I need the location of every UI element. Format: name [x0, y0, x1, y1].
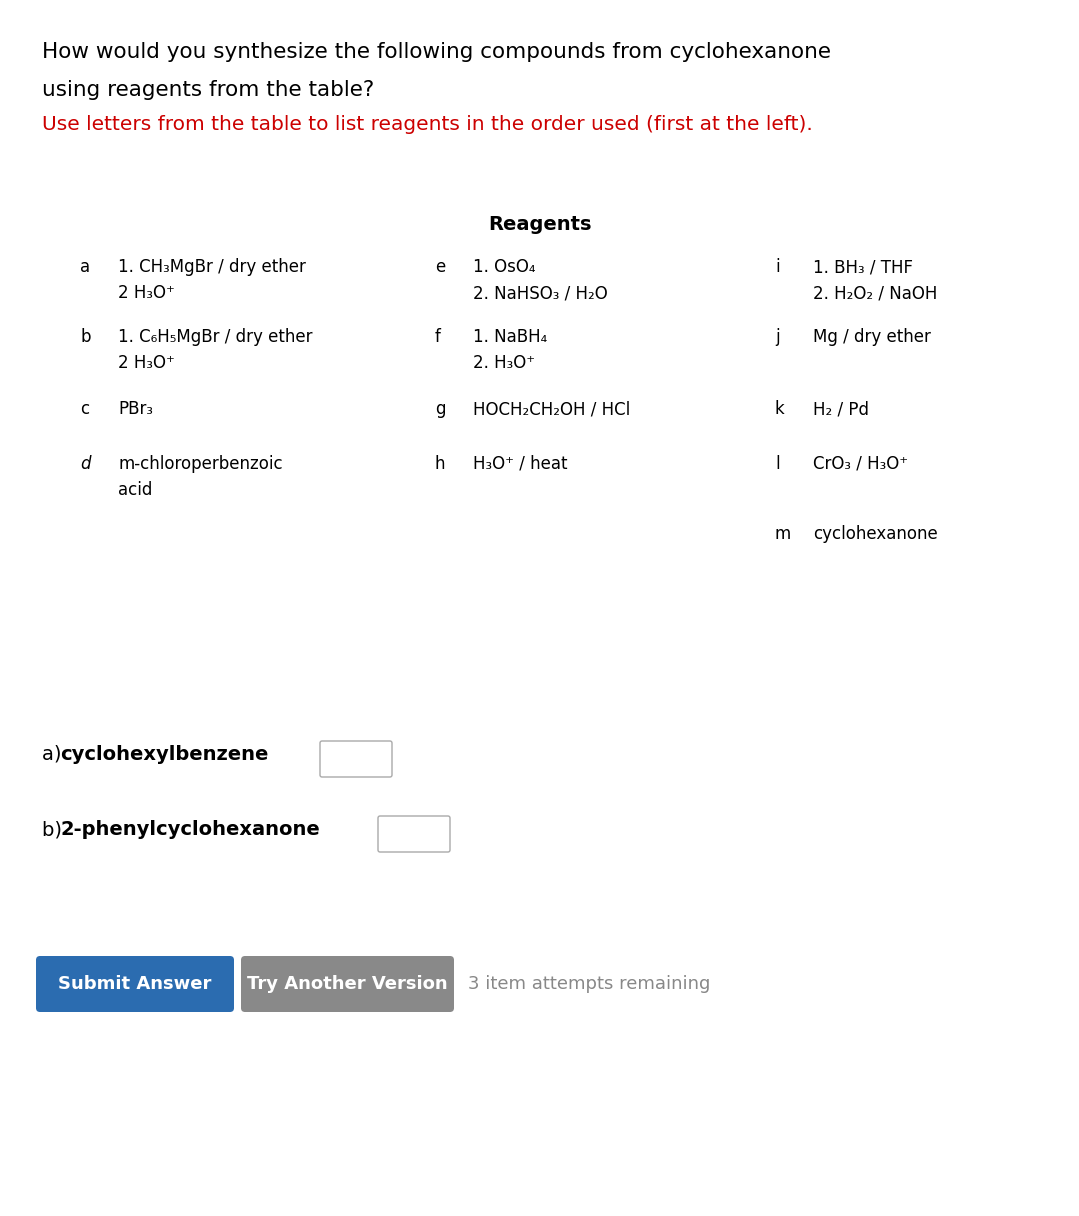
Text: h: h	[435, 455, 446, 473]
Text: f: f	[435, 328, 441, 347]
Text: m-chloroperbenzoic
acid: m-chloroperbenzoic acid	[118, 455, 283, 500]
Text: cyclohexanone: cyclohexanone	[812, 525, 938, 544]
Text: c: c	[80, 400, 90, 418]
Text: b): b)	[42, 820, 68, 839]
Text: H₂ / Pd: H₂ / Pd	[812, 400, 869, 418]
Text: d: d	[80, 455, 91, 473]
Text: 1. C₆H₅MgBr / dry ether
2 H₃O⁺: 1. C₆H₅MgBr / dry ether 2 H₃O⁺	[118, 328, 313, 372]
Text: Use letters from the table to list reagents in the order used (first at the left: Use letters from the table to list reage…	[42, 116, 812, 134]
Text: l: l	[775, 455, 780, 473]
Text: HOCH₂CH₂OH / HCl: HOCH₂CH₂OH / HCl	[473, 400, 630, 418]
FancyBboxPatch shape	[36, 956, 234, 1012]
Text: k: k	[775, 400, 784, 418]
Text: Try Another Version: Try Another Version	[247, 975, 448, 993]
Text: PBr₃: PBr₃	[118, 400, 153, 418]
Text: b: b	[80, 328, 91, 347]
Text: 1. NaBH₄
2. H₃O⁺: 1. NaBH₄ 2. H₃O⁺	[473, 328, 547, 372]
Text: 1. CH₃MgBr / dry ether
2 H₃O⁺: 1. CH₃MgBr / dry ether 2 H₃O⁺	[118, 258, 305, 303]
Text: CrO₃ / H₃O⁺: CrO₃ / H₃O⁺	[812, 455, 909, 473]
Text: a: a	[80, 258, 91, 276]
Text: 1. OsO₄
2. NaHSO₃ / H₂O: 1. OsO₄ 2. NaHSO₃ / H₂O	[473, 258, 607, 303]
Text: Submit Answer: Submit Answer	[58, 975, 211, 993]
FancyBboxPatch shape	[378, 816, 450, 852]
FancyBboxPatch shape	[241, 956, 454, 1012]
Text: g: g	[435, 400, 446, 418]
Text: 3 item attempts remaining: 3 item attempts remaining	[468, 975, 710, 993]
Text: 2-phenylcyclohexanone: 2-phenylcyclohexanone	[60, 820, 319, 839]
Text: H₃O⁺ / heat: H₃O⁺ / heat	[473, 455, 568, 473]
Text: 1. BH₃ / THF
2. H₂O₂ / NaOH: 1. BH₃ / THF 2. H₂O₂ / NaOH	[812, 258, 938, 303]
Text: using reagents from the table?: using reagents from the table?	[42, 80, 374, 100]
Text: a): a)	[42, 745, 68, 764]
Text: e: e	[435, 258, 446, 276]
FancyBboxPatch shape	[320, 741, 392, 777]
Text: m: m	[775, 525, 791, 544]
Text: j: j	[775, 328, 780, 347]
Text: Reagents: Reagents	[489, 215, 591, 233]
Text: Mg / dry ether: Mg / dry ether	[812, 328, 931, 347]
Text: cyclohexylbenzene: cyclohexylbenzene	[60, 745, 269, 764]
Text: i: i	[775, 258, 780, 276]
Text: How would you synthesize the following compounds from cyclohexanone: How would you synthesize the following c…	[42, 43, 831, 62]
